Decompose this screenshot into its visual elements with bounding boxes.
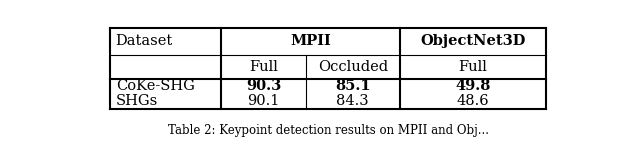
Text: 90.3: 90.3 [246, 79, 281, 93]
Text: SHGs: SHGs [116, 94, 158, 108]
Text: 84.3: 84.3 [337, 94, 369, 108]
Text: CoKe-SHG: CoKe-SHG [116, 79, 195, 93]
Text: Full: Full [459, 60, 488, 74]
Text: Table 2: Keypoint detection results on MPII and Obj...: Table 2: Keypoint detection results on M… [168, 124, 488, 137]
Text: Dataset: Dataset [116, 34, 173, 48]
Text: 48.6: 48.6 [457, 94, 490, 108]
Text: Full: Full [249, 60, 278, 74]
Text: 49.8: 49.8 [456, 79, 491, 93]
Text: 85.1: 85.1 [335, 79, 371, 93]
Text: MPII: MPII [291, 34, 331, 48]
Text: 90.1: 90.1 [247, 94, 280, 108]
Text: ObjectNet3D: ObjectNet3D [420, 34, 526, 48]
Text: Occluded: Occluded [317, 60, 388, 74]
